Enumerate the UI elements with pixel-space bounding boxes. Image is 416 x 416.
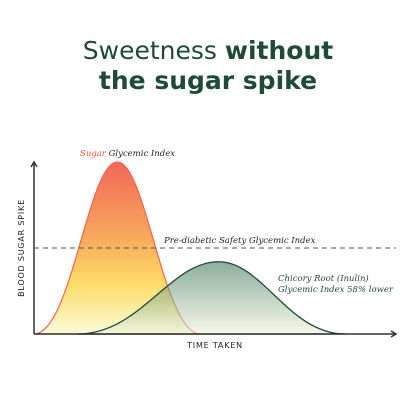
inulin-series-label: Chicory Root (Inulin) bbox=[278, 273, 369, 284]
threshold-label: Pre-diabetic Safety Glycemic Index bbox=[163, 236, 316, 246]
y-axis-arrow bbox=[30, 160, 38, 168]
inulin-series-note: Glycemic Index 58% lower bbox=[278, 285, 394, 295]
sugar-label-rest: Glycemic Index bbox=[106, 149, 175, 159]
headline-bold-text: without bbox=[224, 36, 334, 65]
headline-light-text: Sweetness bbox=[82, 36, 225, 65]
x-axis-label: TIME TAKEN bbox=[186, 341, 243, 350]
x-axis-arrow bbox=[390, 330, 398, 338]
headline-line-1: Sweetness without bbox=[0, 36, 416, 66]
y-axis-label: BLOOD SUGAR SPIKE bbox=[17, 199, 26, 297]
sugar-series-label: Sugar Glycemic Index bbox=[80, 149, 175, 159]
inulin-curve-overlay bbox=[77, 261, 346, 335]
sugar-label-highlight: Sugar bbox=[80, 149, 107, 159]
headline-line-2: the sugar spike bbox=[98, 66, 318, 95]
